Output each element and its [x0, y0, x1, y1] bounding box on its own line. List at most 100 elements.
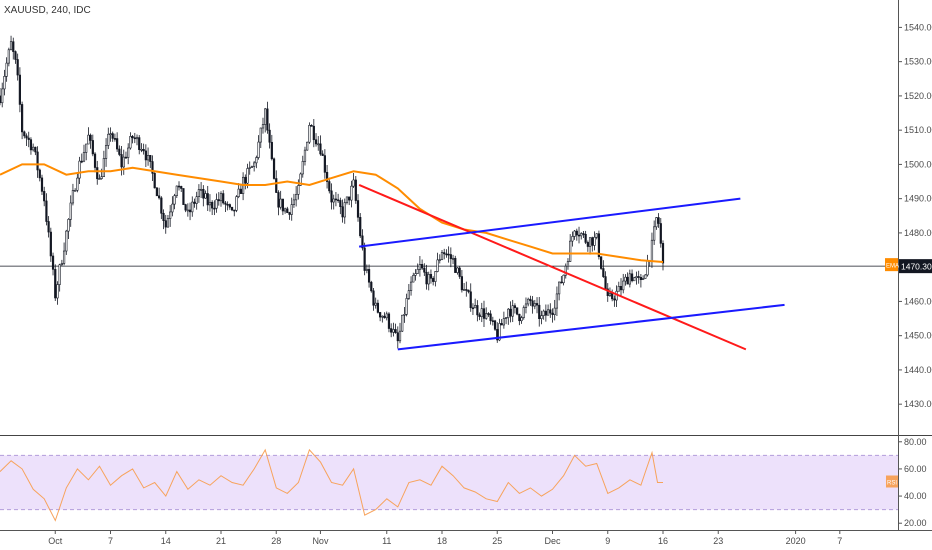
- candle-body: [401, 314, 404, 332]
- candle-body: [363, 247, 366, 271]
- candle-body: [301, 161, 304, 175]
- candle-body: [423, 267, 426, 273]
- candle-body: [312, 125, 315, 141]
- time-tick-label: Dec: [544, 536, 561, 546]
- candle-body: [396, 332, 399, 342]
- candle-body: [394, 329, 397, 333]
- candle-body: [122, 156, 125, 168]
- candle-body: [91, 140, 94, 155]
- candle-body: [451, 257, 455, 260]
- candle-body: [87, 134, 90, 145]
- last-price-tag: [899, 259, 932, 274]
- candle-body: [0, 95, 2, 104]
- candle-body: [392, 329, 395, 333]
- trendline-1[interactable]: [358, 184, 747, 351]
- candle-body: [299, 173, 302, 186]
- candle-body: [650, 239, 654, 262]
- candle-body: [511, 305, 514, 317]
- candle-body: [586, 242, 589, 247]
- time-tick-label: 2020: [786, 536, 806, 546]
- candle-body: [558, 281, 561, 295]
- time-tick-label: 9: [605, 536, 610, 546]
- trendline-2[interactable]: [359, 197, 741, 248]
- candle-body: [421, 264, 424, 269]
- candle-body: [337, 199, 340, 202]
- candle-body: [51, 255, 55, 270]
- candle-body: [67, 219, 70, 232]
- candle-body: [279, 198, 282, 208]
- candle-body: [43, 191, 46, 202]
- candle-body: [306, 141, 309, 151]
- candle-body: [655, 217, 658, 228]
- candle-body: [498, 323, 501, 341]
- candle-body: [449, 254, 452, 260]
- candle-body: [253, 162, 256, 167]
- candle-body: [277, 192, 280, 208]
- candle-body: [348, 196, 351, 201]
- candle-body: [549, 309, 552, 314]
- candle-body: [80, 160, 83, 163]
- candle-body: [500, 323, 503, 326]
- candle-body: [78, 160, 81, 179]
- candle-body: [308, 125, 311, 143]
- candle-body: [443, 252, 446, 255]
- candle-body: [124, 156, 128, 159]
- candle-body: [383, 315, 386, 319]
- candle-body: [292, 199, 296, 205]
- candle-body: [462, 289, 466, 291]
- candle-body: [257, 141, 260, 158]
- candle-body: [138, 137, 141, 150]
- candle-body: [407, 290, 410, 299]
- candle-body: [606, 288, 609, 296]
- candle-body: [538, 304, 541, 319]
- candle-body: [390, 328, 393, 333]
- candle-body: [164, 220, 167, 228]
- candle-body: [412, 275, 415, 283]
- candle-body: [374, 302, 377, 306]
- candle-body: [65, 230, 68, 252]
- candle-body: [365, 269, 368, 271]
- candle-body: [493, 320, 497, 330]
- candle-body: [354, 179, 357, 201]
- candle-body: [334, 198, 338, 201]
- chart-title: XAUUSD, 240, IDC: [4, 5, 91, 16]
- candle-body: [160, 197, 163, 214]
- candle-body: [359, 217, 362, 237]
- price-tick-label: 1540.00: [904, 22, 932, 32]
- candle-body: [611, 293, 614, 300]
- candle-body: [379, 312, 382, 318]
- trendline-3[interactable]: [397, 303, 785, 351]
- candle-body: [34, 146, 37, 153]
- candle-body: [144, 150, 147, 161]
- candle-body: [602, 268, 605, 277]
- candle-body: [27, 137, 30, 140]
- candle-body: [582, 233, 585, 235]
- candle-body: [188, 209, 192, 213]
- candle-body: [520, 317, 523, 322]
- candle-body: [71, 190, 75, 204]
- candle-body: [208, 201, 212, 206]
- candle-body: [303, 149, 307, 162]
- candle-body: [38, 169, 41, 179]
- candle-body: [447, 253, 450, 256]
- candle-body: [248, 167, 251, 169]
- candle-body: [235, 196, 238, 211]
- candle-body: [230, 206, 234, 211]
- ema-tag: [885, 258, 898, 272]
- candle-body: [474, 305, 477, 309]
- candle-body: [356, 200, 360, 218]
- candle-body: [381, 315, 384, 318]
- candle-body: [345, 196, 349, 203]
- candle-body: [630, 273, 634, 282]
- candle-body: [177, 185, 181, 188]
- candle-body: [551, 312, 554, 315]
- candle-body: [571, 236, 574, 242]
- candle-body: [275, 178, 278, 193]
- candle-body: [60, 263, 63, 266]
- candle-body: [642, 278, 645, 281]
- candle-body: [597, 233, 601, 257]
- last-price-label: 1470.30: [901, 262, 932, 272]
- candle-body: [403, 314, 406, 316]
- candle-body: [562, 274, 565, 284]
